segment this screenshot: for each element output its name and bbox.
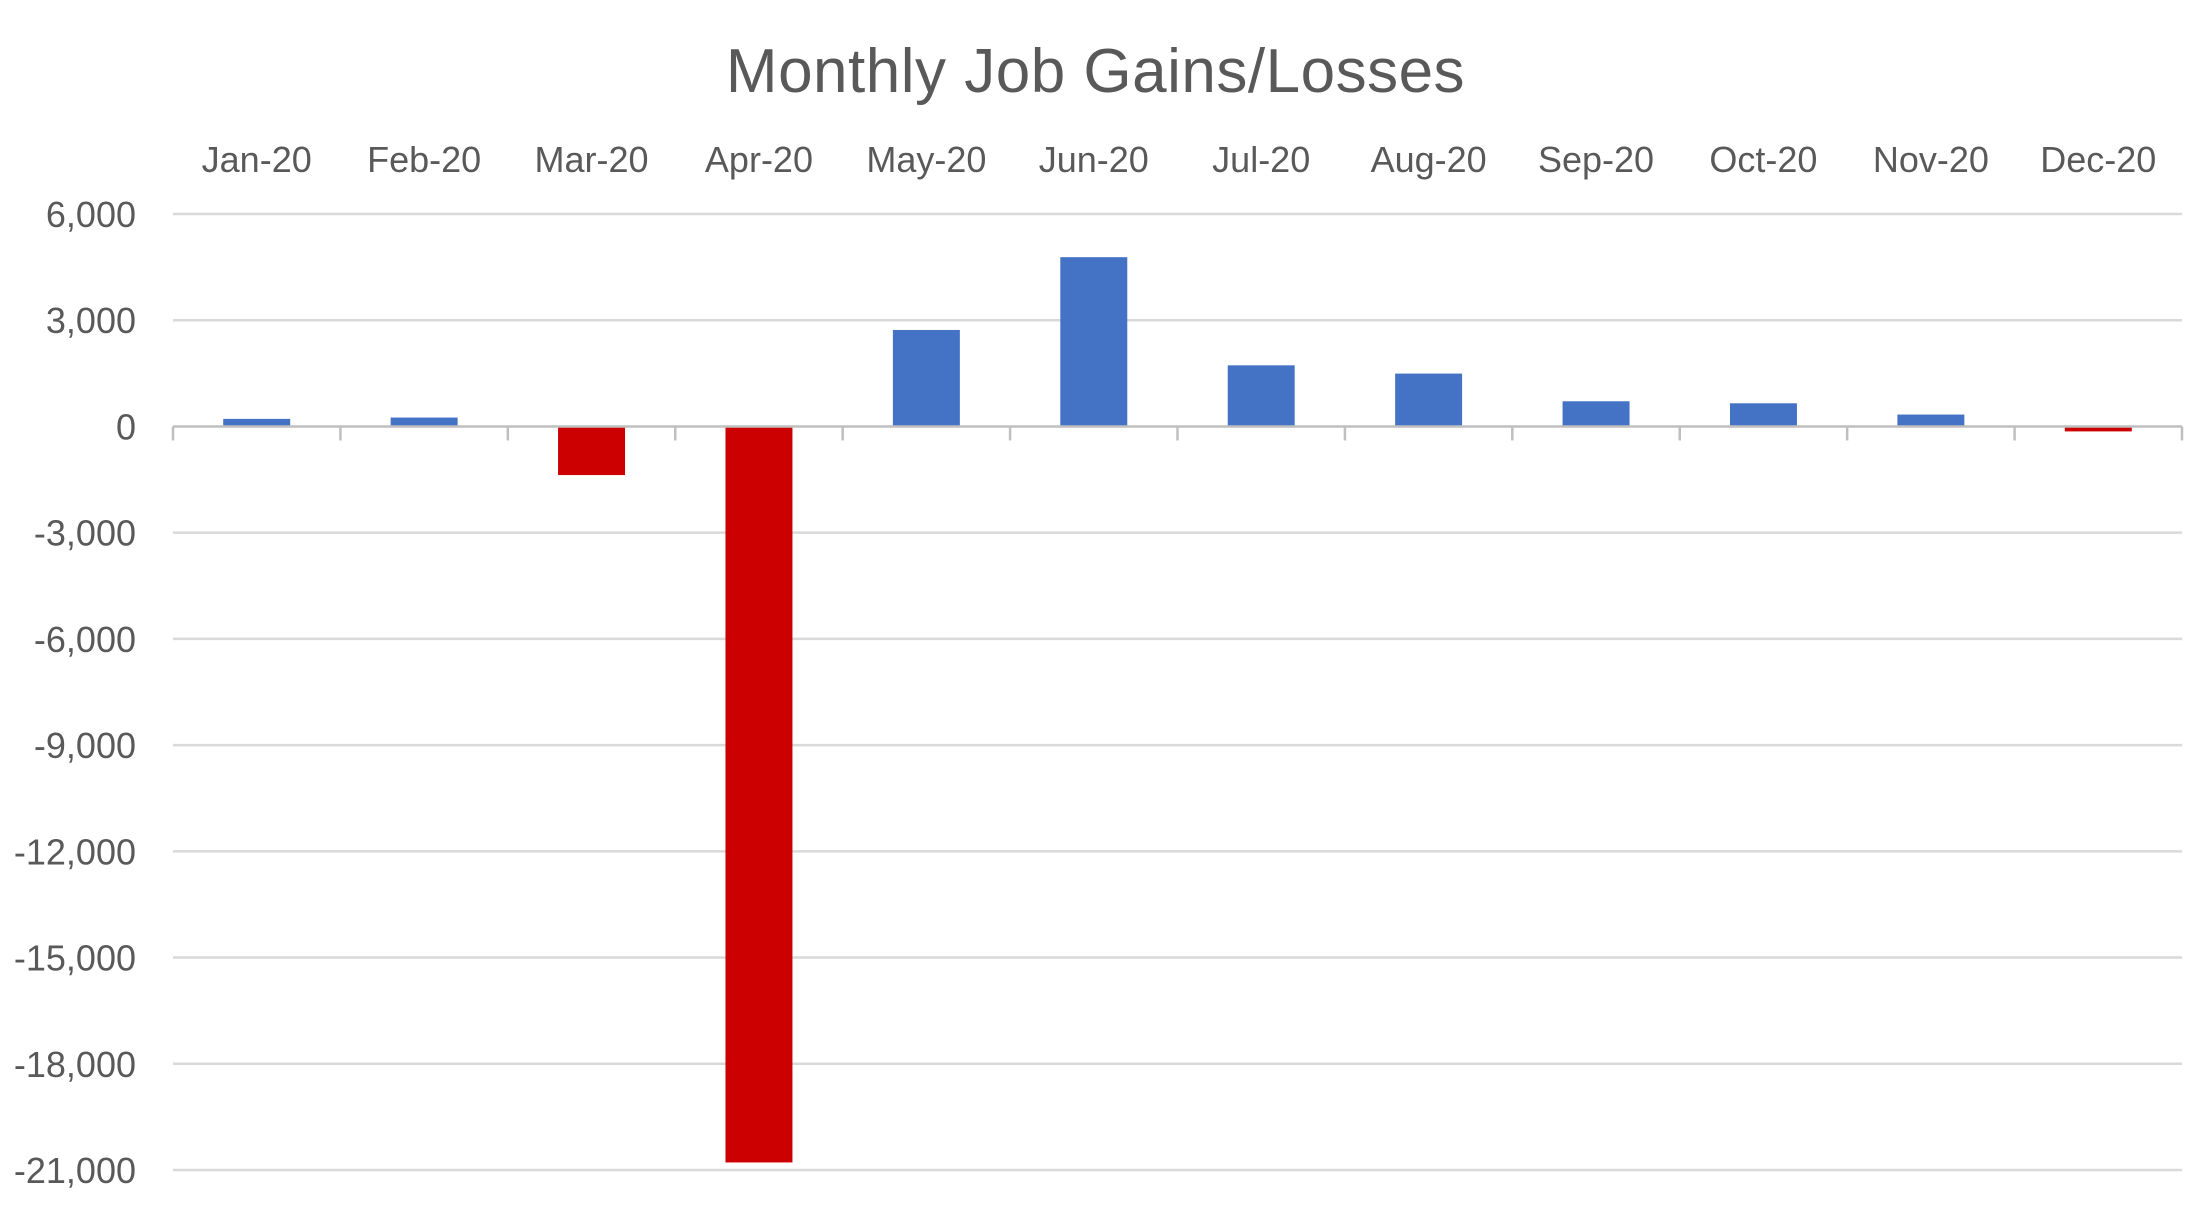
bar-dec-20 <box>2064 426 2132 432</box>
x-tick-label: Jul-20 <box>1212 139 1310 180</box>
y-tick-label: -6,000 <box>34 619 136 660</box>
bars <box>223 257 2132 1163</box>
y-tick-label: -9,000 <box>34 725 136 766</box>
x-tick-label: Feb-20 <box>367 139 481 180</box>
x-axis <box>171 425 2184 441</box>
y-tick-label: -12,000 <box>14 831 136 872</box>
x-axis-tick-labels: Jan-20 Feb-20 Mar-20 Apr-20 May-20 Jun-20 Jul-… <box>202 139 2157 180</box>
x-tick-label: Dec-20 <box>2040 139 2156 180</box>
bar-may-20 <box>892 329 960 427</box>
bar-jul-20 <box>1227 365 1295 427</box>
bar-jun-20 <box>1060 257 1128 427</box>
y-tick-label: -21,000 <box>14 1150 136 1191</box>
x-tick-label: Oct-20 <box>1709 139 1817 180</box>
y-tick-label: -3,000 <box>34 513 136 554</box>
bar-mar-20 <box>558 426 626 476</box>
bar-nov-20 <box>1897 414 1965 427</box>
x-tick-label: Nov-20 <box>1873 139 1989 180</box>
x-tick-label: May-20 <box>866 139 986 180</box>
bar-aug-20 <box>1395 373 1463 427</box>
y-tick-label: 3,000 <box>46 300 136 341</box>
y-tick-label: -15,000 <box>14 938 136 979</box>
x-tick-label: Mar-20 <box>535 139 649 180</box>
gridlines <box>173 212 2182 1172</box>
y-tick-label: -18,000 <box>14 1044 136 1085</box>
bar-apr-20 <box>725 426 793 1163</box>
x-tick-label: Aug-20 <box>1371 139 1487 180</box>
bar-feb-20 <box>390 417 458 427</box>
bar-oct-20 <box>1729 403 1797 427</box>
x-tick-label: Sep-20 <box>1538 139 1654 180</box>
bar-sep-20 <box>1562 401 1630 427</box>
chart-title: Monthly Job Gains/Losses <box>725 37 1466 106</box>
y-tick-label: 6,000 <box>46 194 136 235</box>
bar-jan-20 <box>223 418 291 427</box>
y-axis-tick-labels: 6,000 3,000 0 -3,000 -6,000 -9,000 -12,000 -15,… <box>14 194 136 1191</box>
x-tick-label: Jun-20 <box>1039 139 1149 180</box>
y-tick-label: 0 <box>116 406 136 447</box>
x-tick-label: Apr-20 <box>705 139 813 180</box>
x-tick-label: Jan-20 <box>202 139 312 180</box>
